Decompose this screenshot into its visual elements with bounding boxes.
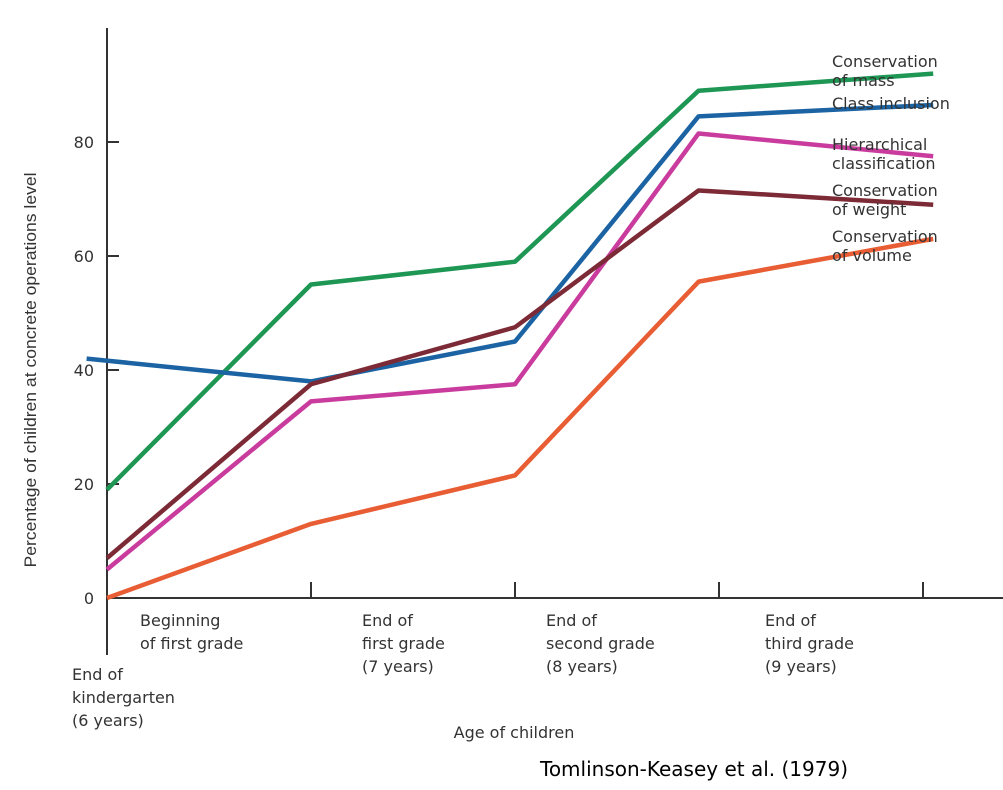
x-tick-label-line: End of	[362, 611, 413, 630]
legend-label-3: Conservation of weight	[832, 181, 938, 219]
legend-label-line: Conservation	[832, 181, 938, 200]
axis-labels: Age of children Percentage of children at…	[21, 173, 574, 743]
x-tick-label-line: End of	[72, 665, 123, 684]
source-citation: Tomlinson-Keasey et al. (1979)	[540, 757, 849, 781]
legend-label-line: of volume	[832, 246, 912, 265]
x-tick-label: End of kindergarten (6 years)	[72, 665, 175, 730]
x-tick-label-line: first grade	[362, 634, 445, 653]
y-tick-label: 60	[74, 247, 94, 266]
y-tick-label: 0	[84, 589, 94, 608]
x-tick-label: End of third grade (9 years)	[765, 611, 854, 676]
x-tick-label: End of second grade (8 years)	[546, 611, 655, 676]
x-tick-label: Beginning of first grade	[140, 611, 243, 653]
legend-label-1: Class inclusion	[832, 94, 950, 113]
legend-label-2: Hierarchical classification	[832, 135, 936, 173]
x-tick-label-line: (7 years)	[362, 657, 434, 676]
legend-label-line: classification	[832, 154, 936, 173]
x-tick-label-line: Beginning	[140, 611, 220, 630]
x-tick-label-line: third grade	[765, 634, 854, 653]
series-lines	[86, 71, 934, 601]
series-line-4	[106, 236, 934, 601]
series-line-2	[105, 131, 934, 572]
x-tick-label-line: End of	[765, 611, 816, 630]
legend-label-line: of mass	[832, 71, 895, 90]
y-axis-title: Percentage of children at concrete opera…	[21, 173, 40, 568]
x-tick-label-line: (8 years)	[546, 657, 618, 676]
x-axis-title: Age of children	[454, 723, 575, 742]
y-tick-label: 80	[74, 133, 94, 152]
legend-label-4: Conservation of volume	[832, 227, 938, 265]
legend-label-line: Conservation	[832, 227, 938, 246]
x-tick-label-line: of first grade	[140, 634, 243, 653]
x-tick-label-line: (6 years)	[72, 711, 144, 730]
legend-label-line: Hierarchical	[832, 135, 927, 154]
series-line-0	[105, 71, 934, 492]
y-tick-label: 20	[74, 475, 94, 494]
legend-label-line: Conservation	[832, 52, 938, 71]
legend-label-line: Class inclusion	[832, 94, 950, 113]
x-tick-label-line: End of	[546, 611, 597, 630]
series-line-1	[86, 102, 934, 384]
y-tick-label: 40	[74, 361, 94, 380]
x-tick-label: End of first grade (7 years)	[362, 611, 445, 676]
axes: 0 20 40 60 80 End of kindergarten (6 years) Begi…	[72, 28, 1003, 730]
x-tick-label-line: (9 years)	[765, 657, 837, 676]
series-line-3	[105, 188, 934, 560]
x-tick-label-line: second grade	[546, 634, 655, 653]
legend-label-line: of weight	[832, 200, 906, 219]
legend-label-0: Conservation of mass	[832, 52, 938, 90]
x-tick-label-line: kindergarten	[72, 688, 175, 707]
